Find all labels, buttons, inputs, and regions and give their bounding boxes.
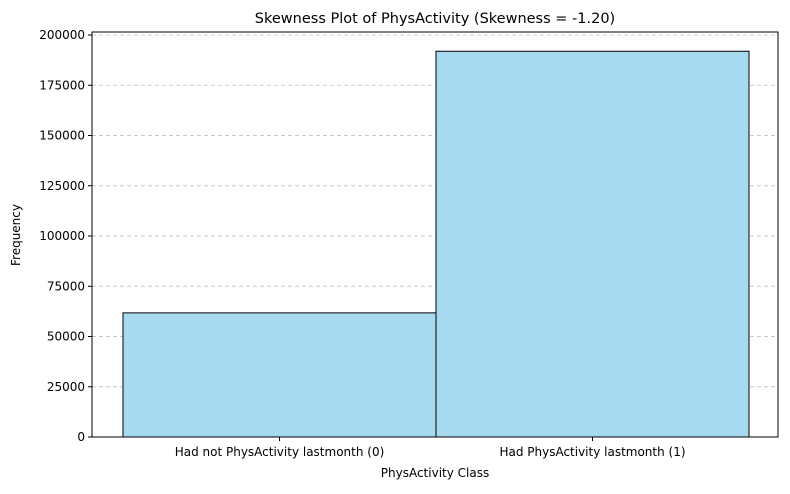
bar [122, 312, 437, 438]
x-tick-label: Had PhysActivity lastmonth (1) [499, 445, 685, 459]
chart-title: Skewness Plot of PhysActivity (Skewness … [255, 11, 615, 27]
y-tick-label: 175000 [39, 78, 85, 92]
y-tick-label: 75000 [47, 279, 85, 293]
y-tick-label: 0 [77, 430, 85, 444]
y-tick-label: 25000 [47, 380, 85, 394]
y-axis-label: Frequency [9, 204, 23, 266]
y-tick-label: 150000 [39, 129, 85, 143]
bar [435, 50, 750, 438]
y-tick-label: 100000 [39, 229, 85, 243]
plot-area-frame [91, 31, 779, 438]
y-tick-label: 125000 [39, 179, 85, 193]
y-tick-label: 50000 [47, 330, 85, 344]
bars [122, 50, 750, 438]
x-axis-label: PhysActivity Class [381, 466, 489, 480]
x-tick-label: Had not PhysActivity lastmonth (0) [175, 445, 385, 459]
y-axis-ticks: 0 25000 50000 75000 100000 125000 150000 175000… [39, 28, 92, 444]
y-tick-label: 200000 [39, 28, 85, 42]
x-axis-ticks: Had not PhysActivity lastmonth (0) Had Ph… [175, 437, 686, 459]
